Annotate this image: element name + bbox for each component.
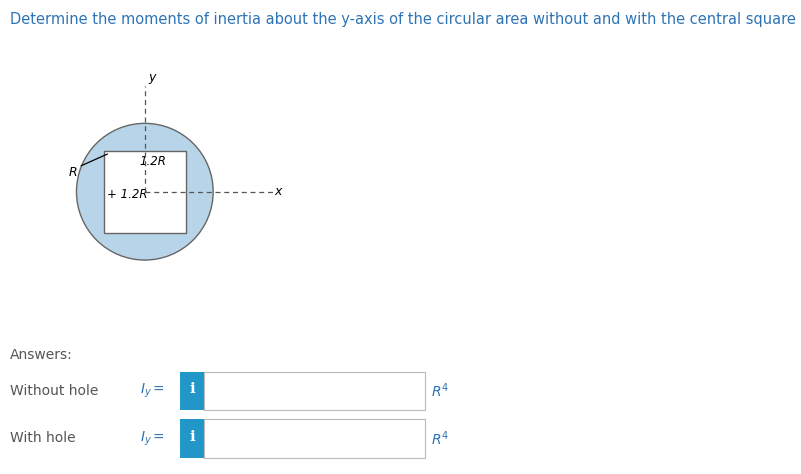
Text: $R^4$: $R^4$: [431, 429, 449, 448]
Text: i: i: [189, 429, 195, 444]
Text: 1.2R: 1.2R: [139, 155, 167, 168]
Circle shape: [76, 123, 213, 260]
Text: Answers:: Answers:: [10, 348, 72, 363]
Text: With hole: With hole: [10, 431, 75, 446]
Text: $\mathit{I_y}=$: $\mathit{I_y}=$: [140, 429, 165, 447]
Text: $R^4$: $R^4$: [431, 382, 449, 401]
Text: Determine the moments of inertia about the y-axis of the circular area without a: Determine the moments of inertia about t…: [10, 12, 801, 27]
Text: i: i: [189, 382, 195, 396]
Bar: [104, 151, 186, 233]
Text: Without hole: Without hole: [10, 384, 98, 398]
Text: x: x: [275, 185, 282, 198]
Text: + 1.2R: + 1.2R: [107, 188, 147, 201]
Text: $\mathit{I_y}=$: $\mathit{I_y}=$: [140, 382, 165, 400]
Text: R: R: [69, 166, 78, 179]
Text: y: y: [148, 71, 155, 84]
